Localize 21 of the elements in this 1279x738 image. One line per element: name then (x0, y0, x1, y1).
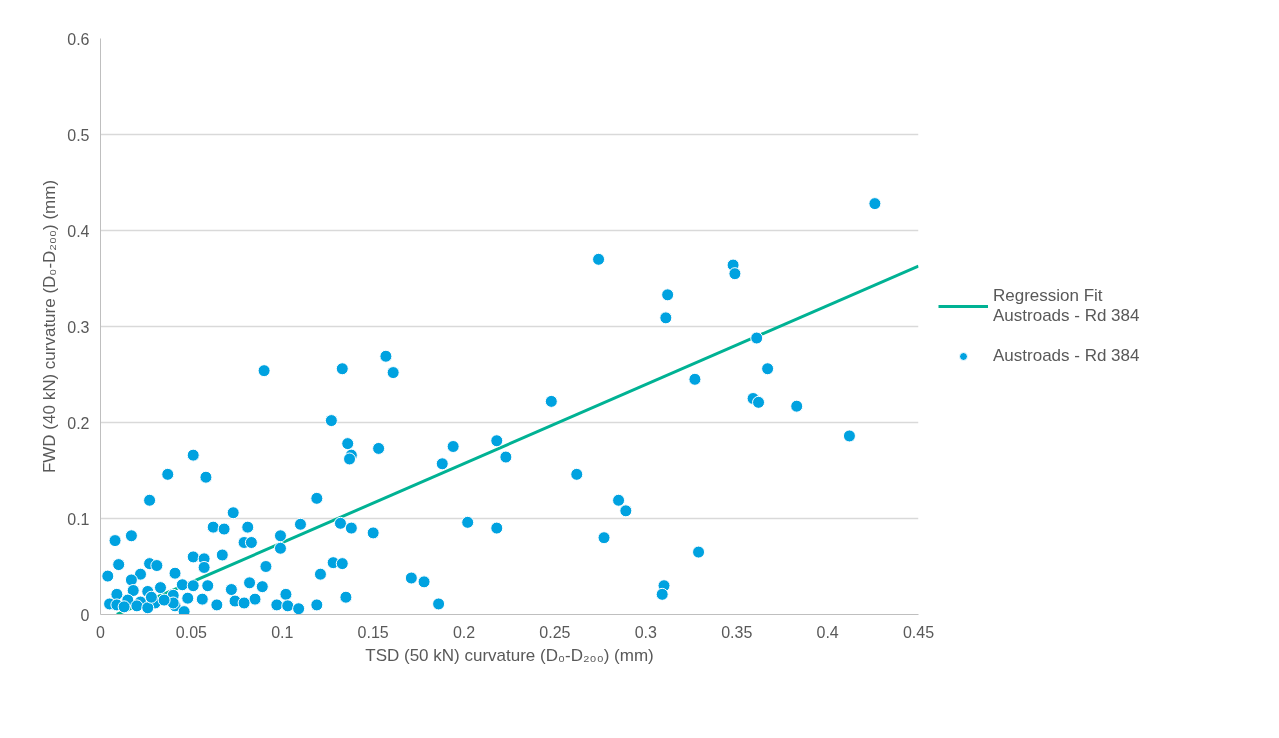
x-axis-title: TSD (50 kN) curvature (D₀-D₂₀₀) (mm) (365, 645, 654, 665)
x-tick-label: 0.45 (902, 623, 935, 641)
y-tick-label: 0 (80, 606, 90, 624)
legend-label: Regression Fit Austroads - Rd 384 (993, 286, 1140, 326)
x-tick-label: 0.1 (271, 623, 294, 641)
y-tick-label: 0.3 (67, 318, 90, 336)
y-tick-label: 0.1 (67, 510, 90, 528)
x-tick-label: 0.4 (816, 623, 839, 641)
y-tick-label: 0.5 (67, 126, 90, 144)
y-axis-title: FWD (40 kN) curvature (D₀-D₂₀₀) (mm) (40, 179, 60, 474)
y-tick-label: 0.2 (67, 414, 90, 432)
x-tick-label: 0.35 (721, 623, 753, 641)
x-tick-label: 0.3 (634, 623, 658, 641)
x-tick-label: 0.05 (175, 623, 208, 641)
x-tick-label: 0.25 (539, 623, 571, 641)
y-tick-label: 0.4 (67, 222, 90, 240)
legend-label: Austroads - Rd 384 (993, 346, 1140, 366)
y-tick-label: 0.6 (67, 30, 90, 48)
x-tick-label: 0 (96, 623, 106, 641)
x-tick-label: 0.2 (452, 623, 476, 641)
x-tick-label: 0.15 (357, 623, 389, 641)
